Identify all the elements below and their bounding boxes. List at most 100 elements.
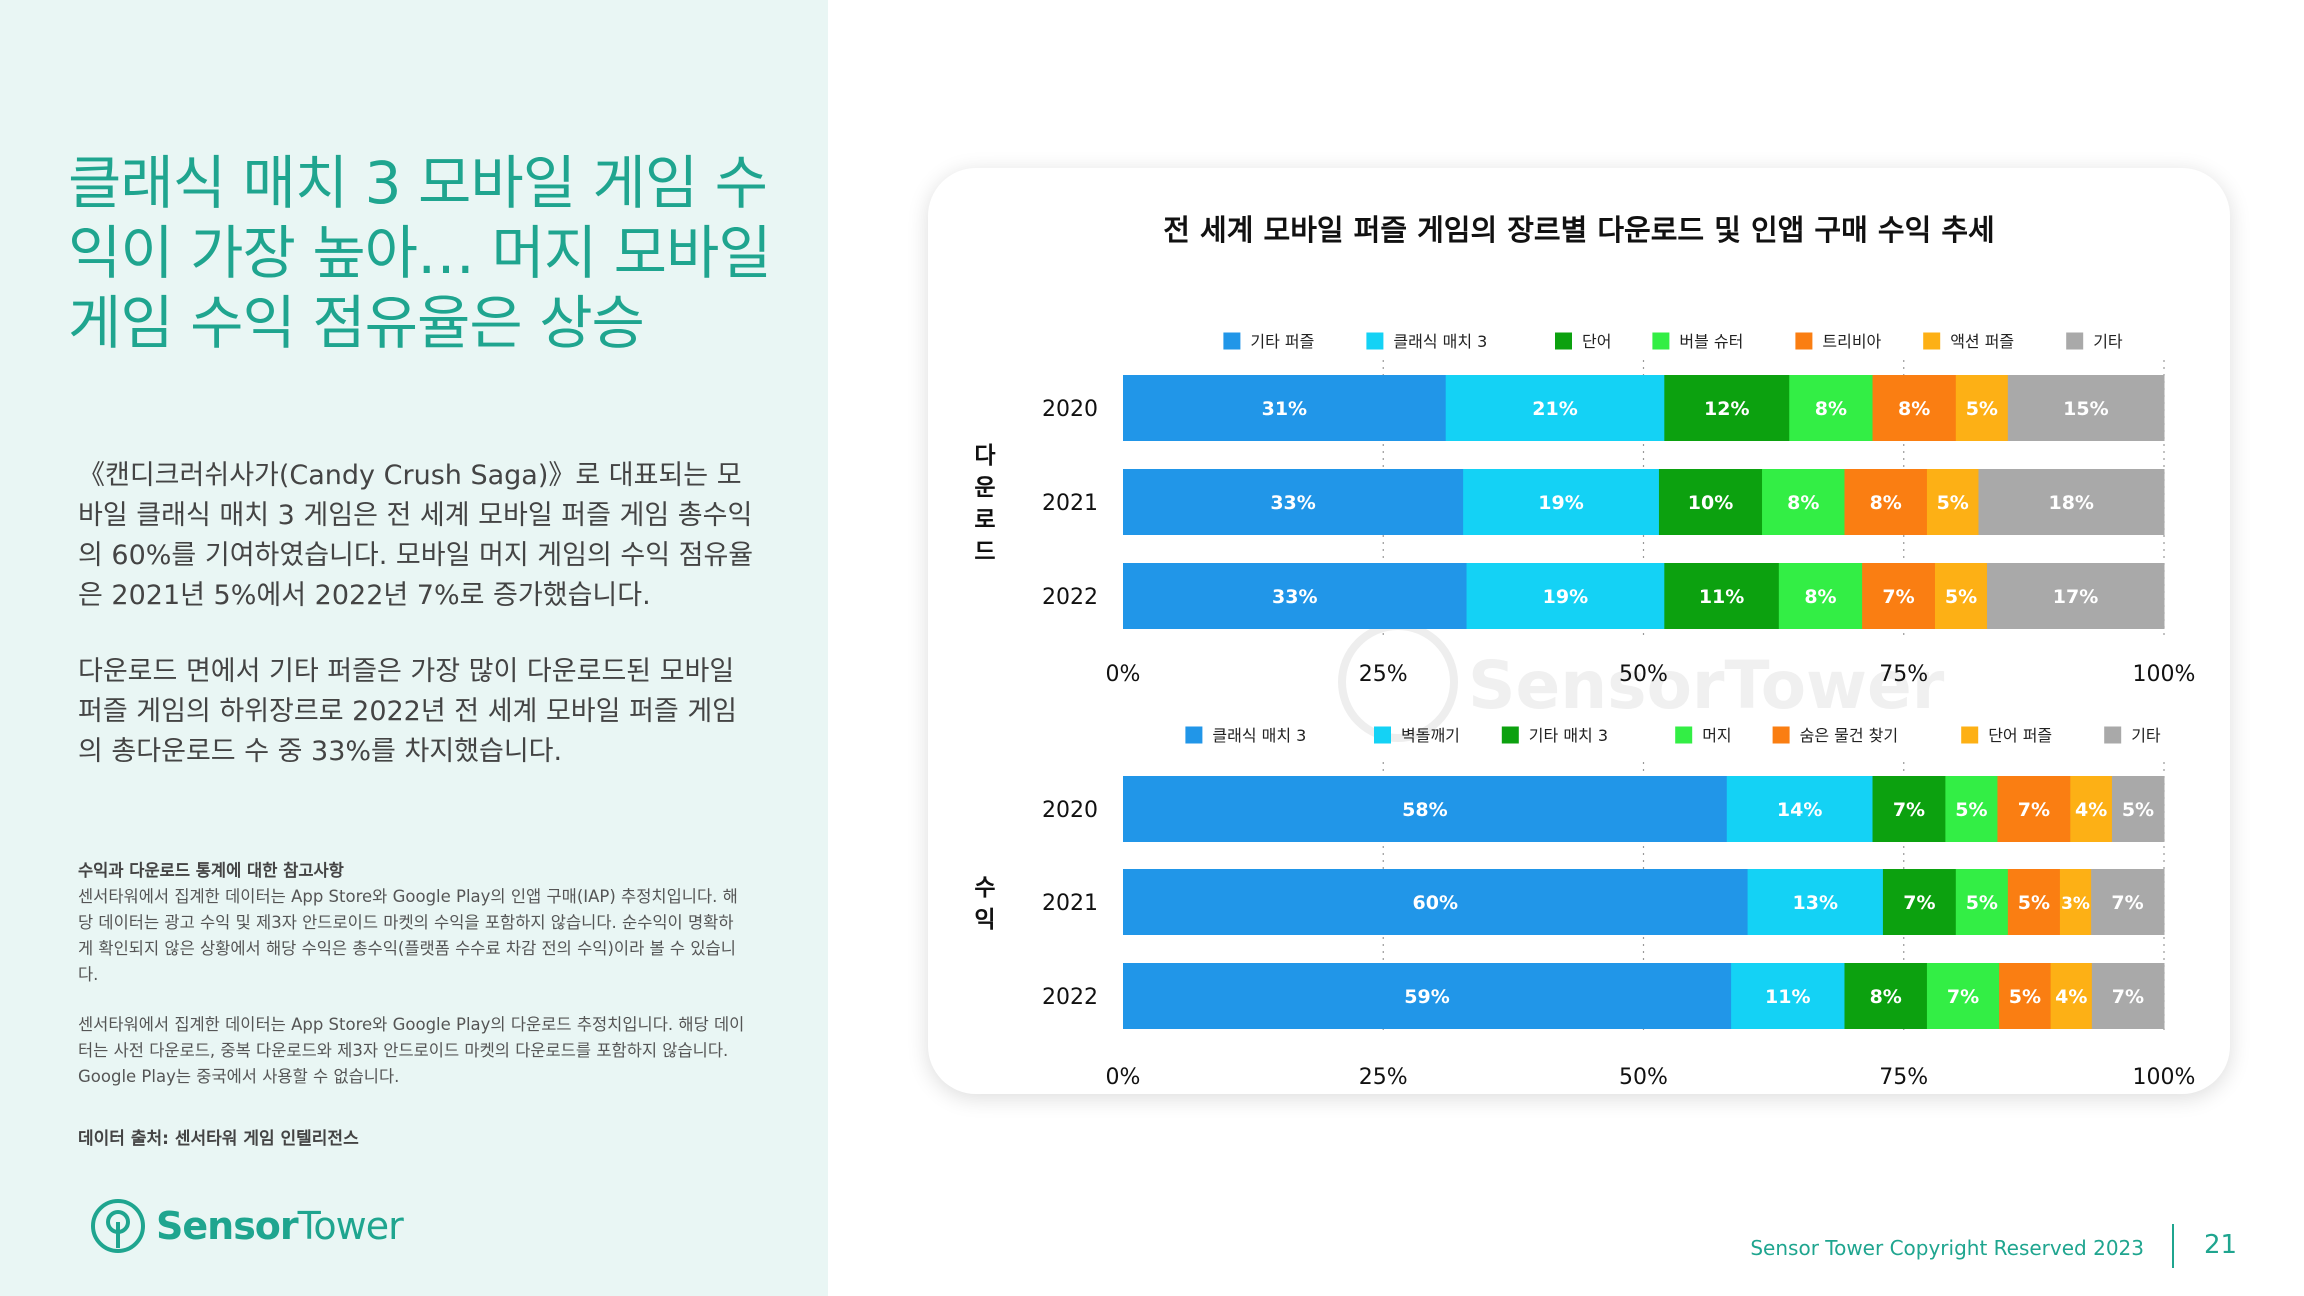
data-label: 7% [1903, 892, 1935, 914]
data-label: 21% [1532, 398, 1577, 420]
legend-label: 버블 슈터 [1679, 332, 1743, 351]
legend-swatch [1795, 332, 1813, 350]
data-label: 17% [2053, 586, 2098, 608]
legend-swatch [1185, 726, 1203, 744]
page-number: 21 [2204, 1230, 2238, 1260]
bar-segment [1955, 869, 2009, 935]
bar-segment [1997, 776, 2071, 842]
legend-label: 숨은 물건 찾기 [1800, 726, 1899, 745]
data-label: 13% [1793, 892, 1838, 914]
legend-swatch [2104, 726, 2122, 744]
data-label: 5% [2018, 892, 2050, 914]
legend-swatch [1961, 726, 1979, 744]
bar-segment [1123, 563, 1468, 629]
footer-copyright: Sensor Tower Copyright Reserved 2023 [1750, 1236, 2144, 1260]
data-label: 8% [1804, 586, 1836, 608]
bar-segment [1844, 469, 1928, 535]
paragraph-downloads: 다운로드 면에서 기타 퍼즐은 가장 많이 다운로드된 모바일 퍼즐 게임의 하… [78, 656, 738, 767]
legend-label: 기타 매치 3 [1529, 726, 1608, 745]
year-label: 2021 [1042, 491, 1098, 516]
logo-wordmark: SensorTower [156, 1204, 404, 1248]
legend-label: 기타 [2131, 726, 2161, 745]
legend-swatch [1374, 726, 1391, 744]
data-label: 5% [2009, 986, 2041, 1008]
bar-segment [1934, 563, 1988, 629]
legend-label: 클래식 매치 3 [1212, 726, 1306, 745]
data-label: 60% [1413, 892, 1458, 914]
data-label: 7% [1893, 799, 1925, 821]
notes-title: 수익과 다운로드 통계에 대한 참고사항 [78, 861, 344, 880]
data-label: 3% [2061, 894, 2090, 914]
data-label: 7% [1882, 586, 1914, 608]
legend-label: 단어 [1582, 332, 1611, 351]
bar-segment [1926, 963, 2000, 1029]
year-label: 2022 [1042, 585, 1098, 610]
bar-segment [1762, 469, 1845, 535]
download-note: 센서타워에서 집계한 데이터는 App Store와 Google Play의 … [78, 1015, 745, 1086]
bar-segment [1872, 375, 1957, 441]
bar-segment [1862, 563, 1936, 629]
bar-segment [1664, 563, 1780, 629]
bar-segment [1747, 869, 1884, 935]
data-label: 18% [2048, 492, 2093, 514]
headline: 클래식 매치 3 모바일 게임 수익이 가장 높아… 머지 모바일 게임 수익 … [68, 149, 772, 357]
data-label: 59% [1404, 986, 1449, 1008]
data-label: 5% [1945, 586, 1977, 608]
year-label: 2022 [1042, 985, 1098, 1010]
legend-label: 클래식 매치 3 [1393, 332, 1487, 351]
data-label: 33% [1270, 492, 1315, 514]
bar-segment [1463, 469, 1660, 535]
y-axis-label-downloads: 로 [974, 507, 995, 533]
x-tick-label: 0% [1106, 662, 1141, 687]
legend-swatch [1223, 332, 1241, 350]
legend-label: 머지 [1702, 726, 1731, 745]
bar-segment [2007, 869, 2061, 935]
y-axis-label-downloads: 드 [974, 539, 995, 565]
legend-swatch [1501, 726, 1519, 744]
data-label: 10% [1688, 492, 1733, 514]
data-label: 5% [1955, 799, 1987, 821]
data-label: 19% [1543, 586, 1588, 608]
notes-section: 수익과 다운로드 통계에 대한 참고사항 센서타워에서 집계한 데이터는 App… [78, 858, 748, 1114]
data-label: 11% [1765, 986, 1810, 1008]
bar-segment [1123, 469, 1464, 535]
legend-swatch [1652, 332, 1670, 350]
bar-segment [1789, 375, 1874, 441]
x-tick-label: 25% [1359, 662, 1408, 687]
legend-swatch [1555, 332, 1572, 350]
legend-label: 단어 퍼즐 [1988, 726, 2052, 745]
bar-segment [1999, 963, 2052, 1029]
x-tick-label: 0% [1106, 1065, 1141, 1090]
data-label: 12% [1704, 398, 1749, 420]
legend-label: 기타 [2093, 332, 2123, 351]
sensor-tower-logo: SensorTower [90, 1198, 404, 1254]
y-axis-label-downloads: 운 [974, 475, 995, 501]
bar-segment [1445, 375, 1665, 441]
data-label: 14% [1777, 799, 1822, 821]
legend-swatch [1923, 332, 1941, 350]
y-axis-label-revenue: 수 [974, 875, 995, 901]
y-axis-label-revenue: 익 [974, 907, 995, 933]
bar-segment [2091, 963, 2165, 1029]
x-tick-label: 75% [1879, 662, 1928, 687]
x-tick-label: 100% [2133, 662, 2196, 687]
bar-segment [1778, 563, 1863, 629]
bar-segment [1844, 963, 1928, 1029]
bar-segment [1123, 375, 1447, 441]
data-source: 데이터 출처: 센서타워 게임 인텔리전스 [78, 1129, 359, 1149]
footer-divider [2172, 1224, 2174, 1268]
paragraph-match3: 《캔디크러쉬사가(Candy Crush Saga)》로 대표되는 모바일 클래… [78, 460, 754, 611]
data-label: 7% [2112, 986, 2144, 1008]
bar-segment [1731, 963, 1845, 1029]
bar-segment [1123, 776, 1728, 842]
chart-svg: 전 세계 모바일 퍼즐 게임의 장르별 다운로드 및 인앱 구매 수익 추세 Se… [974, 213, 2196, 1090]
bar-segment [1658, 469, 1763, 535]
bar-segment [1726, 776, 1874, 842]
data-label: 8% [1815, 398, 1847, 420]
y-axis-label-downloads: 다 [974, 443, 995, 469]
data-label: 7% [1947, 986, 1979, 1008]
year-label: 2020 [1042, 798, 1098, 823]
watermark-text: SensorTower [1468, 647, 1945, 724]
bar-segment [2070, 776, 2113, 842]
bar-segment [1955, 375, 2009, 441]
